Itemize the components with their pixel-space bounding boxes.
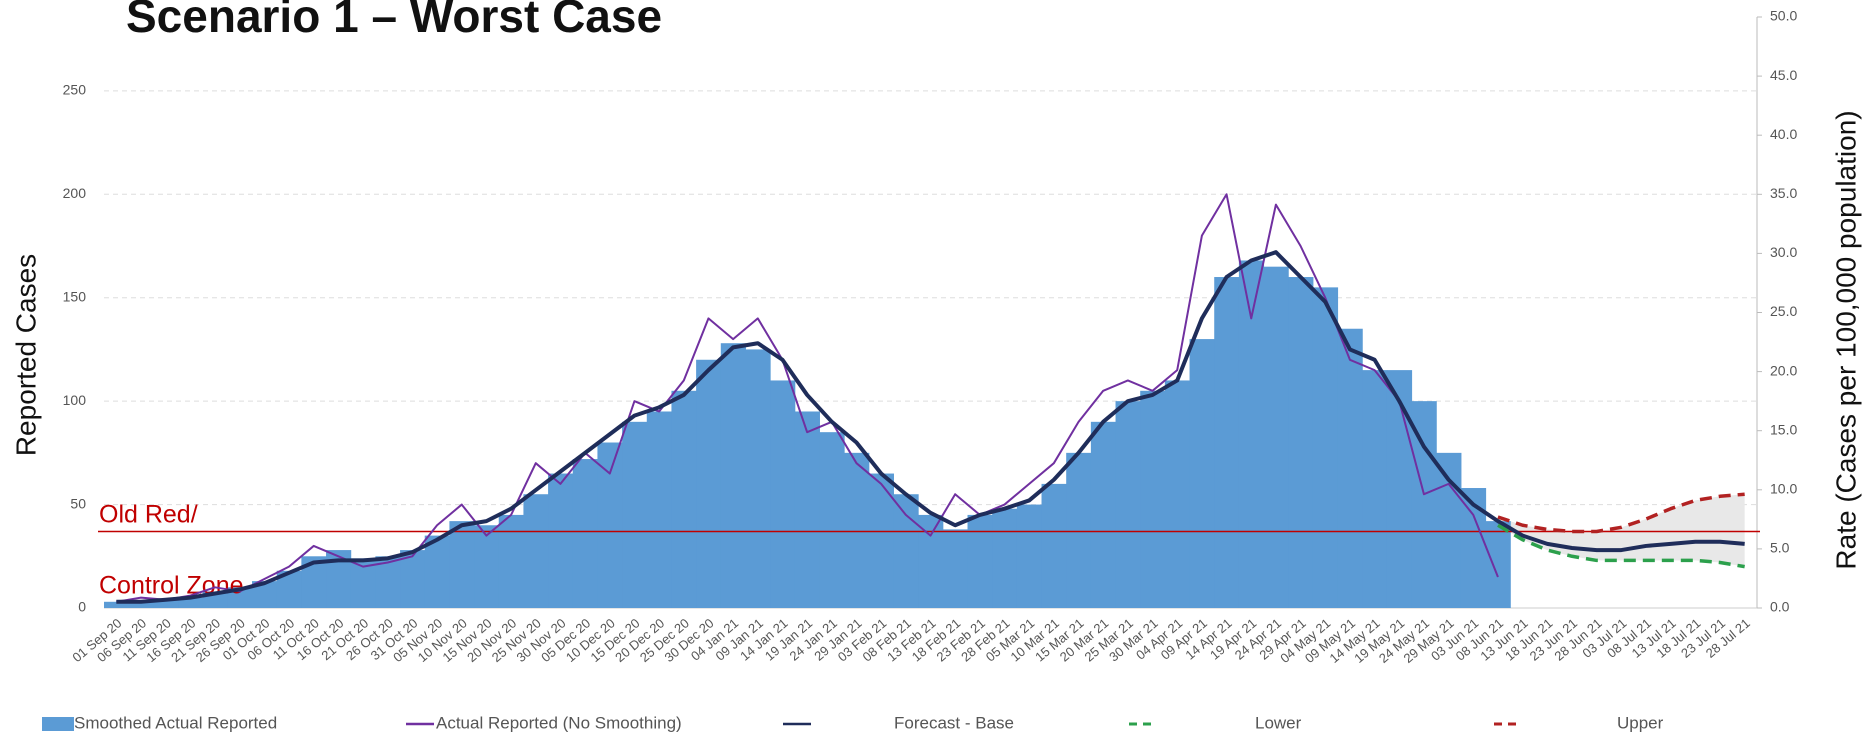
bar xyxy=(696,359,722,608)
y-tick-label: 200 xyxy=(63,185,87,201)
bar xyxy=(1016,504,1043,608)
y-tick-label: 0 xyxy=(78,599,86,615)
y2-tick-label: 30.0 xyxy=(1770,244,1797,260)
reference-label: Control Zone xyxy=(99,572,244,600)
bar xyxy=(646,411,672,608)
y-axis-title: Reported Cases xyxy=(10,254,41,456)
forecast-band xyxy=(1497,494,1745,567)
y2-tick-label: 50.0 xyxy=(1770,8,1797,24)
bar xyxy=(819,432,845,608)
bar xyxy=(1263,266,1289,608)
bar xyxy=(1312,287,1339,608)
legend-label: Smoothed Actual Reported xyxy=(74,713,277,732)
bar xyxy=(178,597,204,608)
bar xyxy=(1386,370,1413,608)
bar xyxy=(375,556,401,608)
bar xyxy=(1115,401,1141,608)
bar xyxy=(1485,521,1511,608)
bar xyxy=(1140,390,1166,608)
bar xyxy=(1362,370,1388,608)
bar xyxy=(1288,277,1314,608)
bar xyxy=(720,343,746,608)
bar xyxy=(794,411,820,608)
bar xyxy=(967,514,993,608)
bar xyxy=(1337,328,1363,608)
y-tick-label: 250 xyxy=(63,82,87,98)
bar xyxy=(1436,452,1462,608)
y2-tick-label: 10.0 xyxy=(1770,481,1797,497)
legend-swatch xyxy=(42,717,74,731)
y2-tick-label: 40.0 xyxy=(1770,126,1797,142)
bar xyxy=(770,380,796,608)
bar xyxy=(400,550,426,608)
bar xyxy=(622,421,648,608)
y-tick-label: 100 xyxy=(63,392,87,408)
bar xyxy=(844,452,870,608)
legend-label: Forecast - Base xyxy=(894,713,1014,732)
bar xyxy=(449,521,475,608)
bar xyxy=(893,494,919,608)
y2-tick-label: 35.0 xyxy=(1770,185,1797,201)
bar xyxy=(424,535,450,608)
legend-label: Upper xyxy=(1617,713,1664,732)
y2-tick-label: 0.0 xyxy=(1770,599,1790,615)
y-tick-label: 50 xyxy=(70,495,86,511)
bar xyxy=(104,601,130,608)
bar xyxy=(128,601,154,608)
y2-axis-title: Rate (Cases per 100,000 population) xyxy=(1830,110,1861,569)
y2-tick-label: 45.0 xyxy=(1770,67,1797,83)
bar xyxy=(1214,277,1240,608)
bar xyxy=(548,473,574,608)
series-line xyxy=(1497,492,1745,534)
legend-label: Actual Reported (No Smoothing) xyxy=(436,713,682,732)
bar xyxy=(1164,380,1191,608)
y2-tick-label: 25.0 xyxy=(1770,303,1797,319)
bar xyxy=(745,349,771,608)
bar xyxy=(1189,339,1215,608)
bar xyxy=(918,514,944,608)
bar xyxy=(1041,483,1067,608)
y-tick-label: 150 xyxy=(63,288,87,304)
bar xyxy=(671,390,697,608)
series-line xyxy=(116,250,1745,604)
bar xyxy=(523,494,549,608)
y2-tick-label: 5.0 xyxy=(1770,540,1790,556)
series-line xyxy=(1497,523,1745,569)
bar xyxy=(942,529,969,608)
bar xyxy=(1066,452,1092,608)
legend-label: Lower xyxy=(1255,713,1302,732)
reference-label: Old Red/ xyxy=(99,501,198,529)
bar xyxy=(474,525,500,608)
bar xyxy=(153,599,179,608)
chart-title: Scenario 1 – Worst Case xyxy=(126,0,662,42)
bar xyxy=(992,508,1018,608)
y2-tick-label: 20.0 xyxy=(1770,362,1797,378)
bar xyxy=(227,587,253,608)
bar xyxy=(1090,421,1117,608)
y2-tick-label: 15.0 xyxy=(1770,421,1797,437)
bar xyxy=(498,514,524,608)
bar xyxy=(572,459,598,608)
